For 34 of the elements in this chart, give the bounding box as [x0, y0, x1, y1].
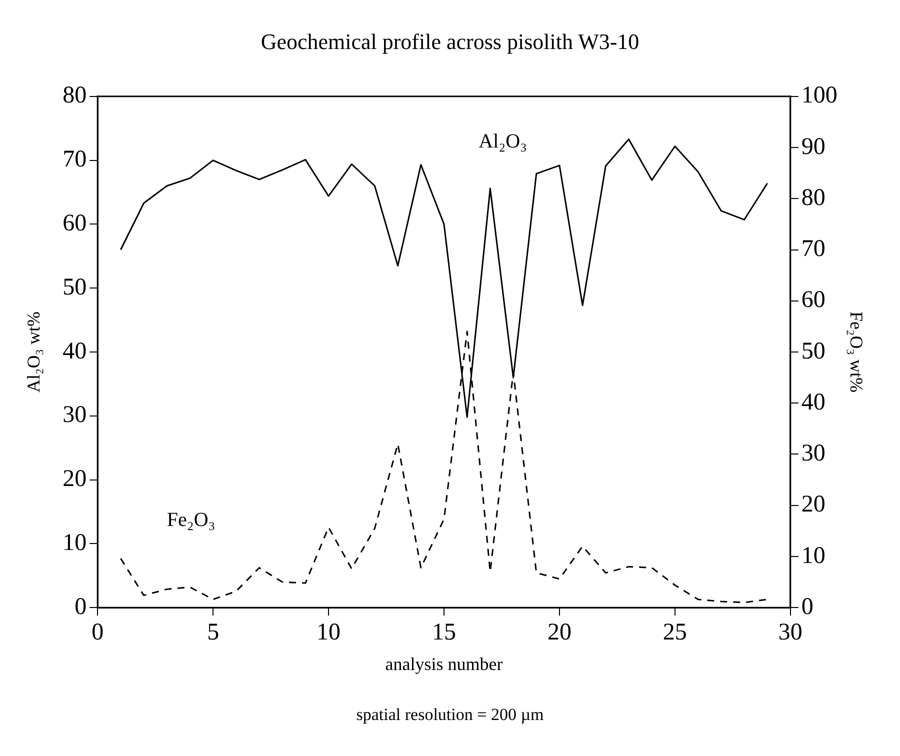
- y-tick-label: 60: [62, 210, 87, 236]
- x-tick-label: 15: [432, 619, 456, 646]
- y2-tick-label: 10: [801, 542, 826, 569]
- y2-tick-label: 70: [801, 236, 826, 262]
- y2-tick-label: 30: [801, 440, 826, 467]
- y-tick-label: 0: [74, 594, 87, 620]
- y2-tick-label: 20: [801, 492, 826, 518]
- x-tick-label: 20: [547, 619, 572, 646]
- y-tick-label: 70: [62, 146, 87, 173]
- y2-tick-label: 90: [801, 134, 826, 160]
- chart-title: Geochemical profile across pisolith W3-10: [260, 28, 640, 54]
- y-tick-label: 20: [62, 466, 87, 492]
- y2-tick-label: 0: [801, 594, 814, 620]
- x-axis-title: analysis number: [385, 654, 503, 674]
- y2-axis-title: Fe₂O₃ wt%: [846, 311, 866, 393]
- y2-tick-label: 100: [801, 82, 838, 109]
- text: spatial resolution = 200 µm: [355, 705, 545, 725]
- series-label: Al₂O₃: [478, 130, 528, 153]
- text: Fe₂O₃: [166, 508, 216, 531]
- y2-tick-label: 50: [801, 338, 826, 364]
- y2-tick-label: 60: [801, 287, 826, 314]
- x-tick-label: 10: [316, 619, 341, 646]
- y-tick-label: 80: [62, 82, 87, 109]
- y-tick-label: 50: [62, 274, 87, 300]
- y2-tick-label: 80: [801, 184, 826, 211]
- x-tick-label: 25: [662, 619, 687, 646]
- y-tick-label: 10: [62, 530, 87, 556]
- y-tick-label: 40: [62, 338, 87, 364]
- y-axis-title: Al₂O₃ wt%: [24, 311, 44, 393]
- x-tick-label: 30: [778, 619, 802, 646]
- x-tick-label: 5: [207, 619, 220, 646]
- y-tick-label: 30: [62, 402, 87, 428]
- x-tick-label: 0: [92, 619, 104, 646]
- y2-tick-label: 40: [801, 389, 826, 416]
